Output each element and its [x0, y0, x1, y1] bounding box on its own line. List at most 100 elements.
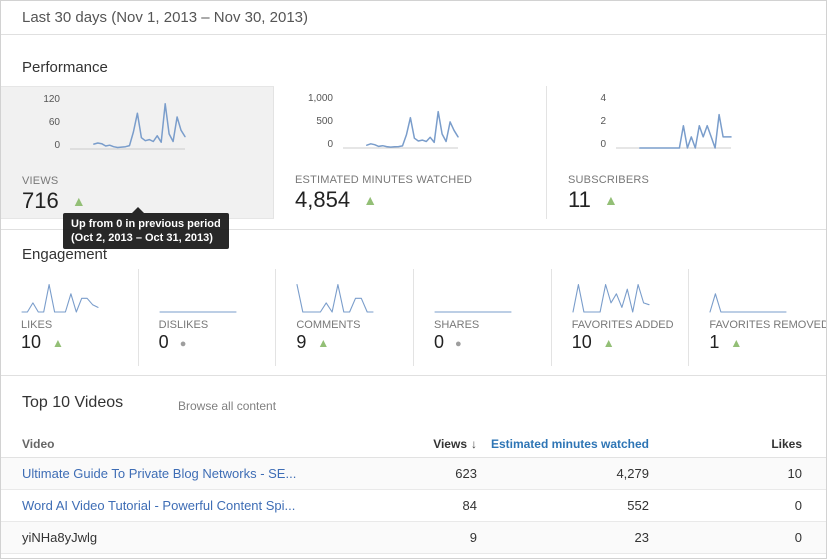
minutes-watched-value: 4,854 ▲ — [295, 187, 377, 213]
trend-up-icon: ▲ — [52, 336, 64, 350]
engagement-section: Engagement LIKES 10 ▲ DISLIKES 0 ● — [1, 230, 826, 376]
comments-value: 9 ▲ — [296, 332, 329, 353]
engagement-panels: LIKES 10 ▲ DISLIKES 0 ● COMMENTS 9 — [1, 269, 826, 366]
favorites-removed-value: 1 ▲ — [709, 332, 742, 353]
engagement-section-title: Engagement — [22, 246, 108, 263]
video-title-text[interactable]: yiNHa8yJwlg — [22, 530, 98, 545]
trend-up-icon: ▲ — [603, 192, 618, 208]
shares-label: SHARES — [434, 319, 480, 331]
likes-cell: 0 — [794, 530, 802, 545]
minutes-watched-chart: 1,000 500 0 — [302, 94, 459, 150]
dislikes-value: 0 ● — [159, 332, 187, 353]
date-range-label: Last 30 days (Nov 1, 2013 – Nov 30, 2013… — [22, 9, 309, 26]
comments-metric-panel[interactable]: COMMENTS 9 ▲ — [276, 269, 415, 366]
subscribers-chart: 4 2 0 — [575, 94, 732, 150]
shares-value: 0 ● — [434, 332, 462, 353]
video-title-link[interactable]: Word AI Video Tutorial - Powerful Conten… — [22, 498, 296, 513]
favorites-added-value: 10 ▲ — [572, 332, 615, 353]
dislikes-label: DISLIKES — [158, 319, 209, 331]
browse-all-content-link[interactable]: Browse all content — [178, 399, 277, 413]
trend-up-icon: ▲ — [602, 336, 615, 350]
likes-metric-panel[interactable]: LIKES 10 ▲ — [1, 269, 139, 366]
views-count: 716 — [22, 188, 59, 213]
likes-cell: 0 — [794, 498, 802, 513]
trend-up-icon: ▲ — [730, 336, 743, 350]
top-videos-section: Top 10 Videos Browse all content Video V… — [1, 376, 826, 558]
shares-count: 0 — [434, 332, 445, 352]
views-metric-panel[interactable]: 120 60 0 VIEWS 716 ▲ — [1, 86, 274, 219]
views-sparkline — [69, 95, 186, 151]
favorites-added-label: FAVORITES ADDED — [571, 319, 674, 331]
column-header-likes[interactable]: Likes — [771, 437, 802, 451]
minutes-cell: 23 — [634, 530, 649, 545]
axis-tick: 0 — [54, 140, 60, 151]
views-cell: 9 — [469, 530, 477, 545]
axis-tick: 120 — [43, 94, 60, 105]
column-header-minutes[interactable]: Estimated minutes watched — [490, 437, 649, 451]
performance-section: Performance 120 60 0 VIEWS 716 ▲ — [1, 35, 826, 230]
favorites-added-sparkline — [572, 276, 650, 314]
axis-tick: 500 — [316, 116, 333, 127]
subscribers-count: 11 — [568, 187, 591, 212]
minutes-watched-count: 4,854 — [295, 187, 351, 212]
table-row: yiNHa8yJwlg 9 23 0 — [1, 522, 826, 554]
performance-panels: 120 60 0 VIEWS 716 ▲ 1,000 500 — [1, 86, 826, 219]
views-header-label: Views — [433, 437, 467, 451]
table-header-row: Video Views ↓ Estimated minutes watched L… — [1, 431, 826, 458]
likes-count: 10 — [21, 332, 42, 352]
axis-tick: 0 — [600, 139, 606, 150]
views-cell: 84 — [462, 498, 477, 513]
table-row: Ultimate Guide To Private Blog Networks … — [1, 458, 826, 490]
subscribers-y-axis: 4 2 0 — [575, 94, 615, 150]
favorites-added-metric-panel[interactable]: FAVORITES ADDED 10 ▲ — [552, 269, 690, 366]
views-label: VIEWS — [22, 175, 59, 187]
views-chart: 120 60 0 — [29, 95, 186, 151]
table-row: Word AI Video Tutorial - Powerful Conten… — [1, 490, 826, 522]
minutes-watched-metric-panel[interactable]: 1,000 500 0 ESTIMATED MINUTES WATCHED 4,… — [274, 86, 547, 219]
no-change-icon: ● — [455, 338, 462, 350]
video-title-link[interactable]: Ultimate Guide To Private Blog Networks … — [22, 466, 297, 481]
tooltip-line-1: Up from 0 in previous period — [71, 218, 221, 230]
favorites-removed-label: FAVORITES REMOVED — [709, 319, 827, 331]
views-trend-tooltip: Up from 0 in previous period (Oct 2, 201… — [63, 207, 229, 249]
no-change-icon: ● — [179, 338, 187, 350]
favorites-added-count: 10 — [571, 332, 592, 352]
comments-sparkline — [296, 276, 374, 314]
column-header-views[interactable]: Views ↓ — [362, 437, 477, 451]
minutes-y-axis: 1,000 500 0 — [302, 94, 342, 150]
likes-label: LIKES — [21, 319, 53, 331]
dislikes-metric-panel[interactable]: DISLIKES 0 ● — [139, 269, 277, 366]
favorites-removed-metric-panel[interactable]: FAVORITES REMOVED 1 ▲ — [689, 269, 826, 366]
favorites-removed-sparkline — [709, 276, 787, 314]
trend-up-icon: ▲ — [317, 336, 330, 350]
column-header-video: Video — [22, 437, 55, 451]
shares-metric-panel[interactable]: SHARES 0 ● — [414, 269, 552, 366]
axis-tick: 60 — [48, 117, 60, 128]
axis-tick: 2 — [600, 116, 606, 127]
favorites-removed-count: 1 — [709, 332, 720, 352]
trend-up-icon: ▲ — [71, 193, 86, 209]
top-videos-table: Video Views ↓ Estimated minutes watched L… — [1, 431, 826, 554]
minutes-watched-label: ESTIMATED MINUTES WATCHED — [295, 174, 473, 186]
shares-sparkline — [434, 276, 512, 314]
subscribers-metric-panel[interactable]: 4 2 0 SUBSCRIBERS 11 ▲ — [547, 86, 820, 219]
likes-cell: 10 — [787, 466, 802, 481]
axis-tick: 4 — [600, 93, 606, 104]
trend-up-icon: ▲ — [363, 192, 378, 208]
dislikes-count: 0 — [158, 332, 169, 352]
sort-descending-icon: ↓ — [471, 437, 477, 451]
views-cell: 623 — [455, 466, 477, 481]
top-videos-title: Top 10 Videos — [22, 394, 124, 411]
minutes-cell: 552 — [627, 498, 649, 513]
views-value: 716 ▲ — [22, 188, 86, 214]
date-range-header: Last 30 days (Nov 1, 2013 – Nov 30, 2013… — [1, 1, 826, 35]
axis-tick: 1,000 — [307, 93, 333, 104]
likes-sparkline — [21, 276, 99, 314]
dislikes-sparkline — [159, 276, 237, 314]
subscribers-value: 11 ▲ — [568, 187, 618, 213]
views-y-axis: 120 60 0 — [29, 95, 69, 151]
minutes-cell: 4,279 — [616, 466, 649, 481]
minutes-watched-sparkline — [342, 94, 459, 150]
likes-value: 10 ▲ — [21, 332, 64, 353]
